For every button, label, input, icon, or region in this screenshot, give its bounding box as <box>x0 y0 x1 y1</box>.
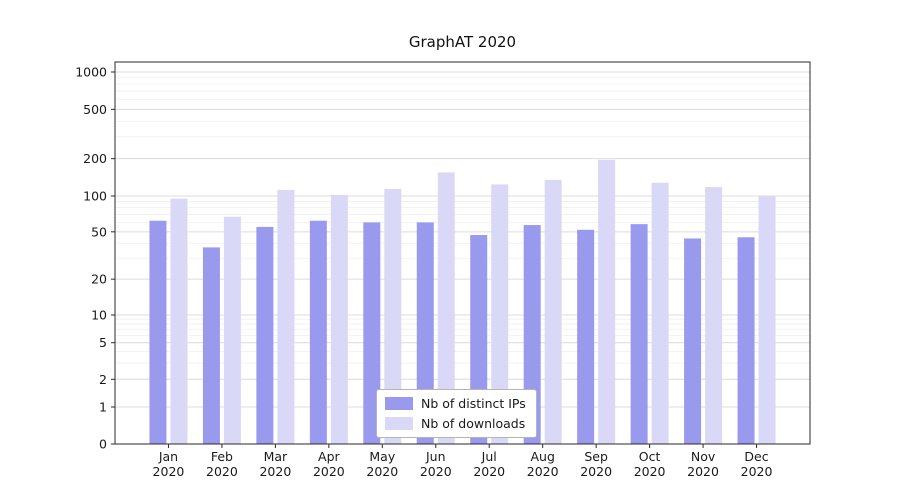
x-tick-label-month: Jul <box>481 449 497 464</box>
x-tick-label-month: Nov <box>691 449 716 464</box>
legend-item-distinct-ips: Nb of distinct IPs <box>385 396 526 411</box>
x-tick-label-year: 2020 <box>153 464 185 479</box>
x-tick-label-month: Dec <box>744 449 768 464</box>
legend-swatch-downloads <box>385 417 413 430</box>
bar-downloads <box>223 216 241 444</box>
bar-distinct-ips <box>363 222 381 444</box>
bar-distinct-ips <box>737 237 755 444</box>
chart-legend: Nb of distinct IPs Nb of downloads <box>376 389 537 438</box>
x-tick-label-year: 2020 <box>580 464 612 479</box>
y-tick-label: 1000 <box>75 65 107 80</box>
x-tick-label-month: Mar <box>264 449 288 464</box>
bar-downloads <box>491 184 509 445</box>
bar-distinct-ips <box>149 220 167 444</box>
x-tick-label-month: Sep <box>584 449 608 464</box>
y-tick-label: 10 <box>91 308 107 323</box>
bar-downloads <box>277 189 295 444</box>
bar-distinct-ips <box>202 247 220 444</box>
bar-downloads <box>651 182 669 444</box>
bar-distinct-ips <box>630 224 648 444</box>
bar-distinct-ips <box>256 226 274 444</box>
x-tick-label-year: 2020 <box>420 464 452 479</box>
bar-downloads <box>437 172 455 444</box>
bar-distinct-ips <box>577 229 595 444</box>
y-tick-label: 100 <box>83 189 107 204</box>
legend-item-downloads: Nb of downloads <box>385 416 526 431</box>
x-tick-label-year: 2020 <box>473 464 505 479</box>
legend-label-distinct-ips: Nb of distinct IPs <box>421 396 526 411</box>
bar-distinct-ips <box>309 220 327 444</box>
x-tick-label-year: 2020 <box>634 464 666 479</box>
legend-swatch-distinct-ips <box>385 397 413 410</box>
y-tick-label: 20 <box>91 272 107 287</box>
x-tick-label-month: Jun <box>425 449 446 464</box>
y-tick-label: 500 <box>83 102 107 117</box>
bar-distinct-ips <box>416 222 434 444</box>
x-tick-label-year: 2020 <box>741 464 773 479</box>
bar-distinct-ips <box>684 238 702 444</box>
x-tick-label-month: Jan <box>158 449 178 464</box>
x-tick-label-month: Apr <box>318 449 340 464</box>
legend-label-downloads: Nb of downloads <box>421 416 526 431</box>
x-tick-label-year: 2020 <box>259 464 291 479</box>
x-tick-label-month: Feb <box>211 449 233 464</box>
bar-downloads <box>170 198 188 444</box>
y-tick-label: 2 <box>99 372 107 387</box>
x-tick-label-year: 2020 <box>527 464 559 479</box>
x-tick-label-year: 2020 <box>687 464 719 479</box>
bar-downloads <box>705 187 723 444</box>
x-tick-label-month: Aug <box>530 449 554 464</box>
plot-border <box>114 61 811 445</box>
x-tick-label-year: 2020 <box>313 464 345 479</box>
y-tick-label: 0 <box>99 437 107 452</box>
y-tick-label: 200 <box>83 151 107 166</box>
bar-downloads <box>330 194 348 444</box>
bar-downloads <box>598 159 616 444</box>
y-tick-label: 5 <box>99 335 107 350</box>
bar-downloads <box>384 188 402 444</box>
x-tick-label-month: Oct <box>639 449 661 464</box>
x-tick-label-year: 2020 <box>366 464 398 479</box>
x-tick-label-month: May <box>369 449 395 464</box>
bar-downloads <box>758 196 776 444</box>
y-tick-label: 50 <box>91 224 107 239</box>
y-tick-label: 1 <box>99 400 107 415</box>
x-tick-label-year: 2020 <box>206 464 238 479</box>
bar-downloads <box>544 179 562 444</box>
chart-title: GraphAT 2020 <box>408 33 517 51</box>
